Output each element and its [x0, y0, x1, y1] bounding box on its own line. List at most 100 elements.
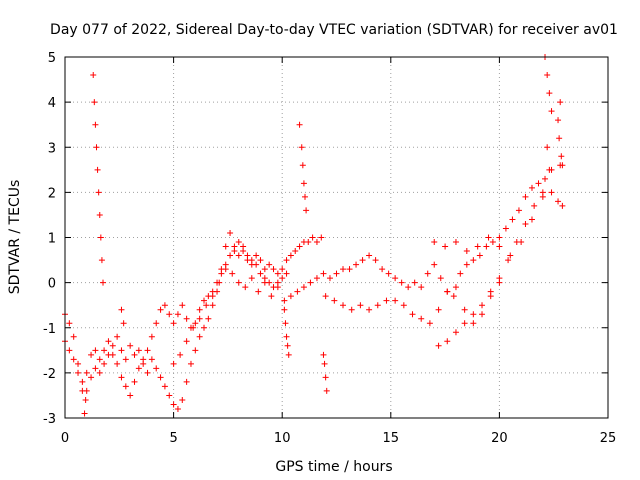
data-point-marker — [321, 360, 328, 367]
data-point-marker — [409, 311, 416, 318]
data-point-marker — [296, 243, 303, 250]
data-point-marker — [229, 270, 236, 277]
data-point-marker — [201, 297, 208, 304]
data-point-marker — [253, 261, 260, 268]
data-point-marker — [122, 356, 129, 363]
data-point-marker — [98, 257, 105, 264]
data-point-marker — [452, 329, 459, 336]
series-track-d — [322, 162, 564, 327]
data-point-marker — [66, 320, 73, 327]
data-point-marker — [235, 239, 242, 246]
data-point-marker — [442, 243, 449, 250]
data-point-marker — [522, 220, 529, 227]
data-point-marker — [528, 216, 535, 223]
data-point-marker — [90, 72, 97, 79]
x-tick-label: 20 — [491, 431, 508, 446]
data-point-marker — [66, 347, 73, 354]
data-point-marker — [444, 288, 451, 295]
x-tick-label: 10 — [274, 431, 291, 446]
data-point-marker — [544, 72, 551, 79]
data-point-marker — [383, 297, 390, 304]
data-point-marker — [109, 342, 116, 349]
data-point-marker — [366, 306, 373, 313]
y-tick-label: 0 — [48, 277, 56, 292]
data-point-marker — [218, 270, 225, 277]
data-point-marker — [444, 338, 451, 345]
data-point-marker — [216, 279, 223, 286]
y-tick-label: 4 — [48, 96, 56, 111]
data-point-marker — [323, 387, 330, 394]
data-point-marker — [257, 257, 264, 264]
data-point-marker — [70, 333, 77, 340]
y-tick-label: -2 — [43, 367, 56, 382]
data-point-marker — [457, 270, 464, 277]
data-point-marker — [505, 257, 512, 264]
series-track-f — [435, 275, 503, 349]
data-point-marker — [248, 275, 255, 282]
data-point-marker — [261, 266, 268, 273]
data-point-marker — [313, 275, 320, 282]
x-tick-label: 5 — [169, 431, 177, 446]
data-point-marker — [431, 261, 438, 268]
data-point-marker — [179, 302, 186, 309]
data-point-marker — [452, 239, 459, 246]
data-point-marker — [331, 297, 338, 304]
data-point-marker — [285, 351, 292, 358]
data-point-marker — [405, 284, 412, 291]
data-point-marker — [487, 288, 494, 295]
data-point-marker — [322, 293, 329, 300]
data-point-marker — [300, 284, 307, 291]
data-point-marker — [496, 275, 503, 282]
data-point-marker — [248, 257, 255, 264]
data-point-marker — [131, 378, 138, 385]
data-point-marker — [120, 320, 127, 327]
data-point-marker — [242, 284, 249, 291]
data-point-marker — [183, 338, 190, 345]
data-point-marker — [157, 374, 164, 381]
data-point-marker — [283, 257, 290, 264]
data-point-marker — [114, 333, 121, 340]
data-point-marker — [96, 211, 103, 218]
data-point-marker — [281, 306, 288, 313]
data-point-marker — [235, 252, 242, 259]
data-point-marker — [283, 270, 290, 277]
data-point-marker — [322, 374, 329, 381]
series-track-c — [170, 175, 566, 367]
y-tick-label: -3 — [43, 412, 56, 427]
data-point-marker — [318, 234, 325, 241]
data-point-marker — [88, 374, 95, 381]
data-point-marker — [548, 189, 555, 196]
x-axis-label: GPS time / hours — [275, 459, 392, 475]
y-tick-label: 1 — [48, 232, 56, 247]
data-point-marker — [135, 347, 142, 354]
data-point-marker — [170, 360, 177, 367]
x-tick-label: 15 — [383, 431, 400, 446]
data-point-marker — [435, 342, 442, 349]
data-point-marker — [222, 266, 229, 273]
data-point-marker — [257, 270, 264, 277]
data-point-marker — [284, 342, 291, 349]
data-point-marker — [70, 356, 77, 363]
data-point-marker — [559, 162, 566, 169]
data-point-marker — [287, 252, 294, 259]
data-point-marker — [555, 117, 562, 124]
data-point-marker — [320, 351, 327, 358]
data-point-marker — [93, 144, 100, 151]
data-point-marker — [148, 356, 155, 363]
data-point-marker — [283, 333, 290, 340]
data-point-marker — [353, 261, 360, 268]
data-point-marker — [450, 293, 457, 300]
data-point-marker — [305, 239, 312, 246]
data-point-marker — [489, 239, 496, 246]
series-track-e — [431, 193, 546, 259]
data-point-marker — [81, 410, 88, 417]
data-point-marker — [298, 144, 305, 151]
data-point-marker — [144, 369, 151, 376]
data-point-marker — [333, 270, 340, 277]
data-point-marker — [227, 252, 234, 259]
series-track-b — [62, 239, 290, 399]
data-point-marker — [326, 275, 333, 282]
data-point-marker — [196, 333, 203, 340]
data-point-marker — [231, 243, 238, 250]
data-point-marker — [309, 234, 316, 241]
